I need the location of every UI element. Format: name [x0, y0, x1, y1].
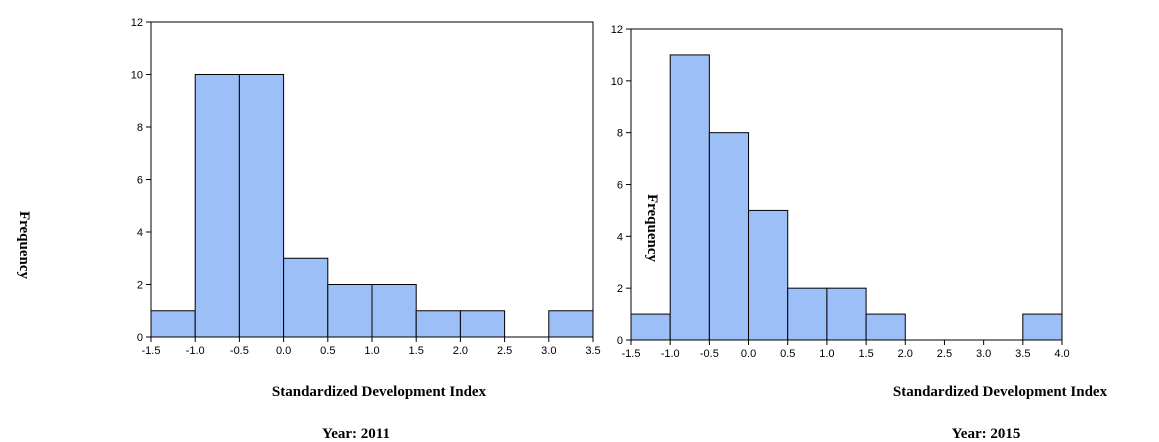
y-tick-label-2015-5: 10 — [611, 76, 623, 88]
x-tick-label-2015-0: -1.5 — [622, 348, 641, 360]
bars-2015 — [630, 54, 1063, 341]
y-axis-label-2011: Frequency — [16, 211, 32, 280]
x-ticks-2011: -1.5 -1.0 -0.5 0.0 0.5 1.0 1.5 2.0 2.5 3.0 3.5 — [142, 337, 601, 357]
chart-panel-2015: Frequency -1.5 -1.0 -0.5 0.0 0.5 1.0 1.5 2.0 2.5… — [611, 24, 1108, 442]
histogram-bar-2011-2 — [238, 74, 285, 338]
x-tick-label-2015-5: 1.0 — [819, 348, 834, 360]
x-tick-label-2011-1: -1.0 — [186, 345, 205, 357]
y-ticks-2011: 0 2 4 6 8 10 12 — [131, 17, 151, 344]
histogram-bar-2015-6 — [865, 313, 906, 341]
chart-panel-2011: Frequency -1.5 -1.0 -0.5 0.0 0.5 1.0 1.5 2.0 2.5… — [16, 17, 601, 442]
histogram-bar-2011-9 — [548, 310, 594, 338]
y-axis-label-2015: Frequency — [644, 194, 660, 263]
histogram-bar-2011-5 — [371, 284, 417, 338]
histogram-bar-2011-4 — [327, 284, 373, 338]
x-tick-label-2015-10: 3.5 — [1015, 348, 1030, 360]
x-tick-label-2015-11: 4.0 — [1054, 348, 1069, 360]
y-tick-label-2011-3: 6 — [137, 175, 143, 187]
histogram-bar-2011-0 — [150, 310, 196, 338]
y-tick-label-2011-5: 10 — [131, 70, 143, 82]
x-ticks-2015: -1.5 -1.0 -0.5 0.0 0.5 1.0 1.5 2.0 2.5 3.0 3.5 4.0 — [622, 340, 1070, 360]
x-tick-label-2011-6: 1.5 — [409, 345, 424, 357]
x-tick-label-2015-2: -0.5 — [700, 348, 719, 360]
x-tick-label-2011-5: 1.0 — [364, 345, 379, 357]
x-tick-label-2015-9: 3.0 — [976, 348, 991, 360]
y-tick-label-2011-1: 2 — [137, 280, 143, 292]
x-tick-label-2011-2: -0.5 — [230, 345, 249, 357]
y-tick-label-2011-0: 0 — [137, 332, 143, 344]
x-tick-label-2015-3: 0.0 — [741, 348, 756, 360]
histogram-bar-2015-10 — [1022, 313, 1063, 341]
histogram-bar-2011-6 — [415, 310, 461, 338]
y-tick-label-2011-2: 4 — [137, 227, 143, 239]
y-tick-label-2011-4: 8 — [137, 122, 143, 134]
x-tick-label-2011-10: 3.5 — [585, 345, 600, 357]
histogram-bar-2015-0 — [630, 313, 671, 341]
year-caption-2011: Year: 2011 — [322, 426, 390, 442]
year-caption-2015: Year: 2015 — [952, 426, 1021, 442]
histogram-bar-2015-4 — [787, 287, 828, 341]
x-tick-label-2011-4: 0.5 — [320, 345, 335, 357]
y-tick-label-2015-1: 2 — [617, 283, 623, 295]
histogram-bar-2011-3 — [283, 257, 329, 338]
y-tick-label-2015-3: 6 — [617, 180, 623, 192]
x-tick-label-2015-6: 1.5 — [858, 348, 873, 360]
x-tick-label-2015-4: 0.5 — [780, 348, 795, 360]
histogram-bar-2015-1 — [669, 54, 710, 341]
x-tick-label-2011-3: 0.0 — [276, 345, 291, 357]
x-tick-label-2015-8: 2.5 — [937, 348, 952, 360]
y-tick-label-2015-6: 12 — [611, 24, 623, 36]
x-tick-label-2011-8: 2.5 — [497, 345, 512, 357]
x-tick-label-2011-7: 2.0 — [453, 345, 468, 357]
histogram-bar-2011-1 — [194, 74, 240, 338]
histogram-bar-2015-2 — [708, 132, 750, 341]
x-tick-label-2011-9: 3.0 — [541, 345, 556, 357]
y-tick-label-2015-4: 8 — [617, 128, 623, 140]
x-tick-label-2015-1: -1.0 — [661, 348, 680, 360]
histogram-bar-2015-3 — [748, 209, 789, 341]
x-tick-label-2015-7: 2.0 — [898, 348, 913, 360]
bars-2011 — [150, 74, 594, 338]
histogram-bar-2015-5 — [826, 287, 867, 341]
y-ticks-2015: 0 2 4 6 8 10 12 — [611, 24, 631, 347]
x-tick-label-2011-0: -1.5 — [142, 345, 161, 357]
y-tick-label-2015-2: 4 — [617, 231, 623, 243]
histogram-bar-2011-7 — [459, 310, 506, 338]
x-axis-label-2011: Standardized Development Index — [272, 384, 487, 400]
y-tick-label-2011-6: 12 — [131, 17, 143, 29]
x-axis-label-2015: Standardized Development Index — [893, 384, 1108, 400]
y-tick-label-2015-0: 0 — [617, 335, 623, 347]
